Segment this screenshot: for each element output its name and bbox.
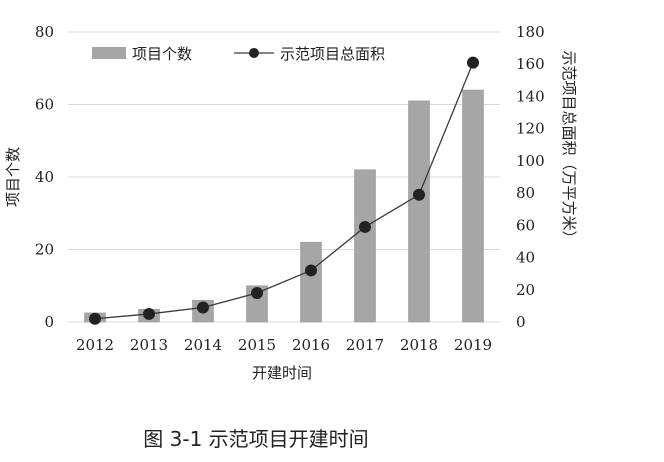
y-axis-left-label: 项目个数 [4, 147, 22, 207]
left-axis-ticks: 0 20 40 60 80 [35, 23, 54, 331]
y-right-tick-label: 160 [516, 55, 545, 73]
y-right-tick-label: 180 [516, 23, 545, 41]
legend-bar-swatch [92, 47, 126, 59]
y-right-tick-label: 60 [516, 216, 535, 234]
x-tick-label: 2018 [400, 336, 438, 354]
x-tick-label: 2016 [292, 336, 330, 354]
line-point [305, 264, 317, 277]
x-tick-label: 2012 [76, 336, 114, 354]
line-point [467, 56, 479, 69]
line-point [143, 307, 155, 320]
line-point [251, 287, 263, 299]
y-right-tick-label: 80 [516, 184, 535, 202]
x-tick-label: 2014 [184, 336, 222, 354]
y-left-tick-label: 0 [44, 313, 54, 331]
line-point [413, 188, 425, 201]
x-axis-ticks: 2012 2013 2014 2015 2016 2017 2018 2019 [76, 336, 492, 354]
x-axis-label: 开建时间 [252, 364, 312, 382]
gridlines [68, 31, 500, 323]
legend-bar-label: 项目个数 [132, 45, 192, 63]
y-right-tick-label: 20 [516, 281, 535, 299]
x-tick-label: 2017 [346, 336, 384, 354]
y-right-tick-label: 0 [516, 313, 526, 331]
line-series [89, 56, 479, 325]
bar [462, 89, 484, 323]
bar [354, 169, 376, 323]
line-point [197, 301, 209, 314]
x-tick-label: 2015 [238, 336, 276, 354]
y-right-tick-label: 140 [516, 87, 545, 105]
y-right-tick-label: 40 [516, 249, 535, 267]
legend: 项目个数 示范项目总面积 [92, 45, 385, 63]
figure-caption: 图 3-1 示范项目开建时间 [143, 427, 368, 451]
x-tick-label: 2013 [130, 336, 168, 354]
x-tick-label: 2019 [454, 336, 492, 354]
right-axis-ticks: 0 20 40 60 80 100 120 140 160 180 [516, 23, 545, 331]
legend-line-label: 示范项目总面积 [280, 45, 385, 63]
y-right-tick-label: 100 [516, 152, 545, 170]
bar [300, 241, 322, 323]
y-axis-right-label: 示范项目总面积（万平方米） [560, 50, 578, 245]
y-left-tick-label: 20 [35, 241, 54, 259]
series-line [94, 62, 474, 320]
y-left-tick-label: 60 [35, 96, 54, 114]
y-left-tick-label: 80 [35, 23, 54, 41]
legend-line-marker [249, 48, 259, 58]
y-right-tick-label: 120 [516, 120, 545, 138]
bar-series [84, 89, 484, 323]
y-left-tick-label: 40 [35, 168, 54, 186]
line-point [89, 312, 101, 325]
line-point [359, 220, 371, 233]
bar [408, 100, 430, 323]
